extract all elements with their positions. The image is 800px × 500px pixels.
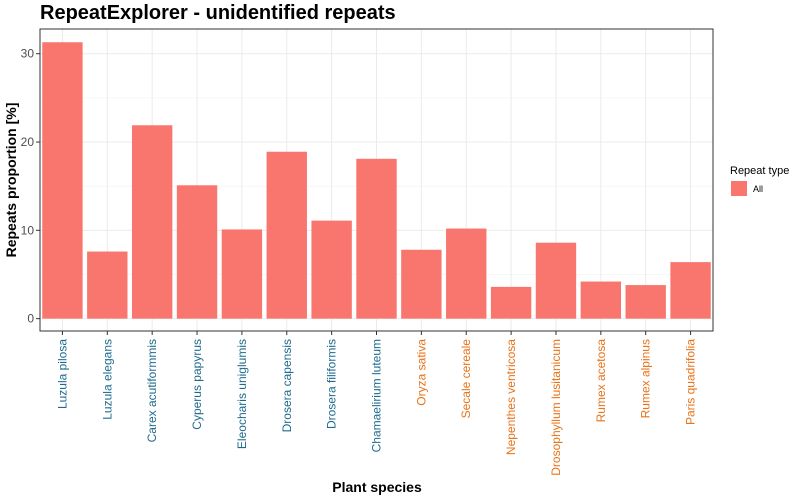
x-tick-label: Carex acutiformmis [145, 339, 159, 442]
x-tick-label: Cyperus papyrus [190, 339, 204, 430]
bar [176, 185, 218, 319]
legend-title: Repeat type [730, 165, 789, 177]
bar [221, 229, 263, 319]
x-tick-label: Chamaelirium luteum [370, 339, 384, 452]
bar [42, 42, 83, 319]
x-tick-label: Eleocharis uniglumis [235, 339, 249, 449]
bar [266, 151, 307, 319]
legend-key-all [731, 181, 747, 196]
bar [401, 249, 442, 319]
y-tick-label: 10 [21, 223, 35, 237]
plot-panel [39, 28, 714, 332]
bar [490, 286, 532, 319]
x-tick-label: Secale cereale [459, 339, 473, 419]
x-tick-label: Rumex acetosa [594, 339, 608, 423]
bar [356, 158, 397, 319]
bar [311, 220, 352, 319]
bar [670, 262, 711, 319]
y-axis: 0 10 20 30 [21, 47, 40, 326]
chart-title: RepeatExplorer - unidentified repeats [40, 2, 396, 24]
bar [625, 285, 666, 319]
y-tick-label: 30 [21, 47, 35, 61]
bar [580, 281, 622, 319]
x-tick-label: Paris quadrifolia [684, 339, 698, 425]
legend: Repeat type All [730, 165, 789, 196]
legend-label-all: All [753, 184, 763, 194]
x-axis: Luzula pilosa Luzula elegans Carex acutifo… [55, 331, 698, 476]
x-tick-label: Drosera capensis [280, 339, 294, 432]
bar [535, 242, 577, 319]
bar [446, 228, 487, 319]
x-tick-label: Drosera filiformis [325, 339, 339, 429]
x-tick-label: Luzula elegans [100, 339, 114, 420]
y-tick-label: 20 [21, 135, 35, 149]
y-axis-title: Repeats proportion [%] [3, 103, 19, 258]
x-tick-label: Luzula pilosa [55, 339, 69, 409]
y-tick-label: 0 [27, 312, 34, 326]
bar [131, 125, 173, 319]
x-tick-label: Drosophyllum lusitanicum [549, 339, 563, 476]
x-axis-title: Plant species [332, 479, 422, 495]
bar [87, 251, 128, 319]
x-tick-label: Rumex alpinus [639, 339, 653, 418]
x-tick-label: Nepenthes ventricosa [504, 339, 518, 455]
bars [42, 42, 711, 319]
x-tick-label: Oryza sativa [414, 339, 428, 406]
